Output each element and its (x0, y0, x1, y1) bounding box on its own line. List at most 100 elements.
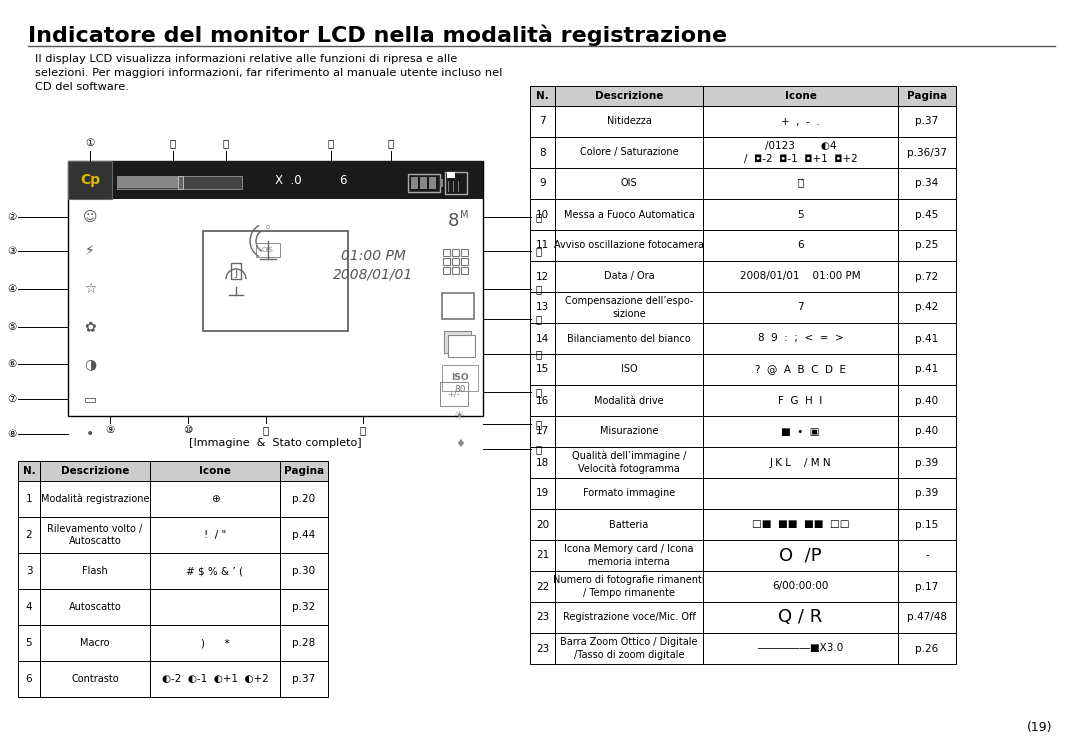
Text: 16: 16 (536, 395, 549, 406)
Text: N.: N. (23, 466, 36, 476)
Text: p.39: p.39 (916, 489, 939, 498)
Bar (530, 292, 555, 323)
Bar (453, 267, 459, 274)
Text: p.44: p.44 (293, 530, 315, 540)
Bar (68, 161, 112, 199)
Text: Registrazione voce/Mic. Off: Registrazione voce/Mic. Off (563, 612, 696, 622)
Bar (256, 243, 280, 257)
Text: p.15: p.15 (916, 519, 939, 530)
Bar (555, 447, 703, 478)
Text: Colore / Saturazione: Colore / Saturazione (580, 148, 678, 157)
Text: J K L    / M N: J K L / M N (770, 457, 832, 468)
Text: ⑬: ⑬ (535, 444, 541, 454)
Bar (408, 174, 440, 192)
Text: Batteria: Batteria (609, 519, 649, 530)
Bar (280, 589, 328, 625)
Text: 10: 10 (536, 210, 549, 219)
Bar (703, 261, 897, 292)
Text: Icone: Icone (784, 91, 816, 101)
Bar (40, 625, 150, 661)
Bar (897, 385, 956, 416)
Text: ◑: ◑ (84, 357, 96, 371)
Text: 14: 14 (536, 333, 549, 343)
Text: Pagina: Pagina (907, 91, 947, 101)
Text: p.32: p.32 (293, 602, 315, 612)
Bar (530, 509, 956, 540)
Text: ◐-2  ◐-1  ◐+1  ◐+2: ◐-2 ◐-1 ◐+1 ◐+2 (162, 674, 268, 684)
Bar (150, 625, 280, 661)
Text: ⑱: ⑱ (535, 284, 541, 294)
Bar (420, 177, 427, 189)
Text: 5: 5 (26, 638, 32, 648)
Text: Data / Ora: Data / Ora (604, 272, 654, 281)
Text: p.47/48: p.47/48 (907, 612, 947, 622)
Text: p.41: p.41 (916, 333, 939, 343)
Text: Descrizione: Descrizione (595, 91, 663, 101)
Text: 9: 9 (539, 178, 545, 189)
Bar (530, 478, 956, 509)
Bar (703, 292, 897, 323)
Text: ⑩: ⑩ (184, 425, 192, 435)
Text: M: M (460, 210, 469, 220)
Bar (703, 86, 897, 106)
Text: ☺: ☺ (83, 210, 97, 224)
Text: Rilevamento volto /
Autoscatto: Rilevamento volto / Autoscatto (48, 524, 143, 546)
Text: 17: 17 (536, 427, 549, 436)
Bar (530, 571, 956, 602)
Bar (461, 267, 468, 274)
Bar (18, 461, 328, 481)
Text: Cp: Cp (80, 173, 100, 187)
Text: ⚡: ⚡ (85, 244, 95, 258)
Text: 18: 18 (536, 457, 549, 468)
Text: ♦: ♦ (455, 439, 465, 449)
Text: [Immagine  &  Stato completo]: [Immagine & Stato completo] (189, 438, 362, 448)
Bar (150, 517, 280, 553)
Bar (18, 517, 40, 553)
Text: ⑳: ⑳ (535, 212, 541, 222)
Bar (118, 177, 178, 188)
Bar (530, 137, 555, 168)
Bar (280, 553, 328, 589)
Bar (555, 633, 703, 664)
Text: Nitidezza: Nitidezza (607, 116, 651, 127)
Bar (703, 447, 897, 478)
Text: Icone: Icone (199, 466, 231, 476)
Text: p.39: p.39 (916, 457, 939, 468)
Bar (703, 633, 897, 664)
Bar (530, 230, 555, 261)
Bar (444, 331, 471, 353)
Bar (530, 602, 555, 633)
Text: Macro: Macro (80, 638, 110, 648)
Bar (530, 168, 956, 199)
Bar (150, 589, 280, 625)
Bar (530, 385, 956, 416)
Text: p.28: p.28 (293, 638, 315, 648)
Bar (555, 602, 703, 633)
Text: Pagina: Pagina (284, 466, 324, 476)
Bar (555, 261, 703, 292)
Text: 80: 80 (455, 386, 465, 395)
Text: Icona Memory card / Icona
memoria interna: Icona Memory card / Icona memoria intern… (564, 545, 693, 567)
Text: p.25: p.25 (916, 240, 939, 251)
Text: ⑮: ⑮ (535, 387, 541, 397)
Bar (150, 461, 280, 481)
Bar (40, 661, 150, 697)
Bar (18, 481, 40, 517)
Text: Indicatore del monitor LCD nella modalità registrazione: Indicatore del monitor LCD nella modalit… (28, 24, 727, 46)
Bar (530, 261, 555, 292)
Text: ③: ③ (6, 246, 16, 256)
Bar (280, 481, 328, 517)
Text: 7: 7 (539, 116, 545, 127)
Bar (703, 571, 897, 602)
Text: p.20: p.20 (293, 494, 315, 504)
Text: 20: 20 (536, 519, 549, 530)
Bar (530, 292, 956, 323)
Bar (703, 385, 897, 416)
Bar (530, 416, 555, 447)
Bar (280, 517, 328, 553)
Text: 22: 22 (536, 581, 549, 592)
Text: +  ,  -  .: + , - . (781, 116, 820, 127)
Bar (530, 86, 555, 106)
Bar (897, 509, 956, 540)
Bar (530, 199, 555, 230)
